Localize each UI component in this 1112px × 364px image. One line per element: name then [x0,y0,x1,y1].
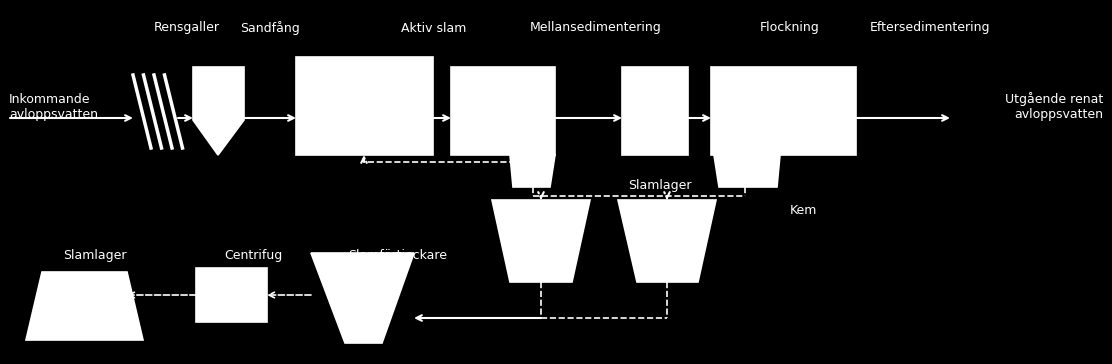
Text: Mellansedimentering: Mellansedimentering [530,21,662,35]
Polygon shape [26,272,143,340]
Text: Slamlager: Slamlager [628,178,692,191]
Bar [451,67,555,155]
Text: Sandfång: Sandfång [240,21,300,35]
Text: Centrifug: Centrifug [225,249,282,261]
Text: Bio: Bio [656,203,676,217]
Polygon shape [193,67,244,155]
Polygon shape [714,155,780,187]
Text: Rensgaller: Rensgaller [153,21,220,35]
Polygon shape [510,155,555,187]
Text: Utgående renat
avloppsvatten: Utgående renat avloppsvatten [1005,92,1103,122]
Text: Aktiv slam: Aktiv slam [401,21,466,35]
Polygon shape [618,200,716,282]
Text: Kem: Kem [790,203,817,217]
Bar [622,67,688,155]
Bar [711,67,856,155]
Polygon shape [492,200,590,282]
Text: Eftersedimentering: Eftersedimentering [870,21,990,35]
Text: Slamförtjockare: Slamförtjockare [348,249,448,261]
Bar [296,57,433,155]
Text: Inkommande
avloppsvatten: Inkommande avloppsvatten [9,93,98,121]
Text: Slamlager: Slamlager [62,249,127,261]
Bar [196,268,267,322]
Text: Flockning: Flockning [759,21,820,35]
Polygon shape [311,253,414,343]
